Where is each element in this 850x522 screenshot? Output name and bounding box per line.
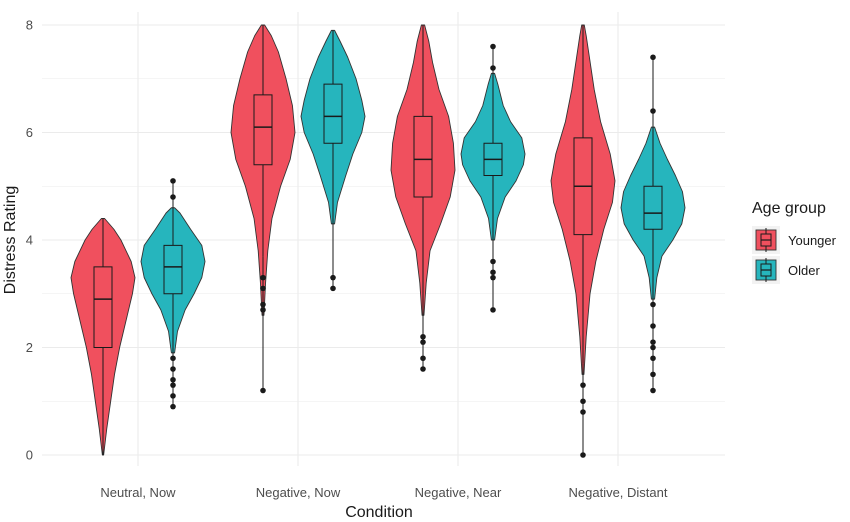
y-tick-label: 6 [26,125,33,140]
box [323,83,343,144]
y-axis-ticks: 0 2 4 6 8 [26,18,33,463]
violin-layer [70,24,686,458]
x-axis-ticks: Neutral, Now Negative, Now Negative, Near N… [100,485,667,500]
y-tick-label: 0 [26,448,33,463]
legend-key-younger [752,226,780,254]
y-tick-label: 4 [26,233,33,248]
violin-older-2 [300,29,366,292]
grid [42,12,725,466]
violin-older-3 [460,43,526,313]
box [163,244,183,295]
legend-title: Age group [752,200,826,217]
legend: Age group Younger Older [752,200,837,284]
violin-older-1 [140,178,206,410]
y-axis-title: Distress Rating [2,186,19,294]
box [93,266,113,348]
x-tick-label: Negative, Now [256,485,341,500]
violin-younger-1 [70,218,136,456]
box [253,94,273,166]
violin-younger-4 [550,24,616,458]
violin-older-4 [620,54,686,394]
x-tick-label: Neutral, Now [100,485,176,500]
violin-younger-3 [390,24,456,372]
legend-key-older [752,256,780,284]
x-tick-label: Negative, Near [415,485,502,500]
y-tick-label: 8 [26,18,33,33]
legend-label: Younger [788,233,837,248]
x-tick-label: Negative, Distant [569,485,668,500]
legend-label: Older [788,263,820,278]
box [643,185,663,230]
violin-younger-2 [230,24,296,394]
box [413,115,433,198]
y-tick-label: 2 [26,340,33,355]
x-axis-title: Condition [345,504,413,521]
